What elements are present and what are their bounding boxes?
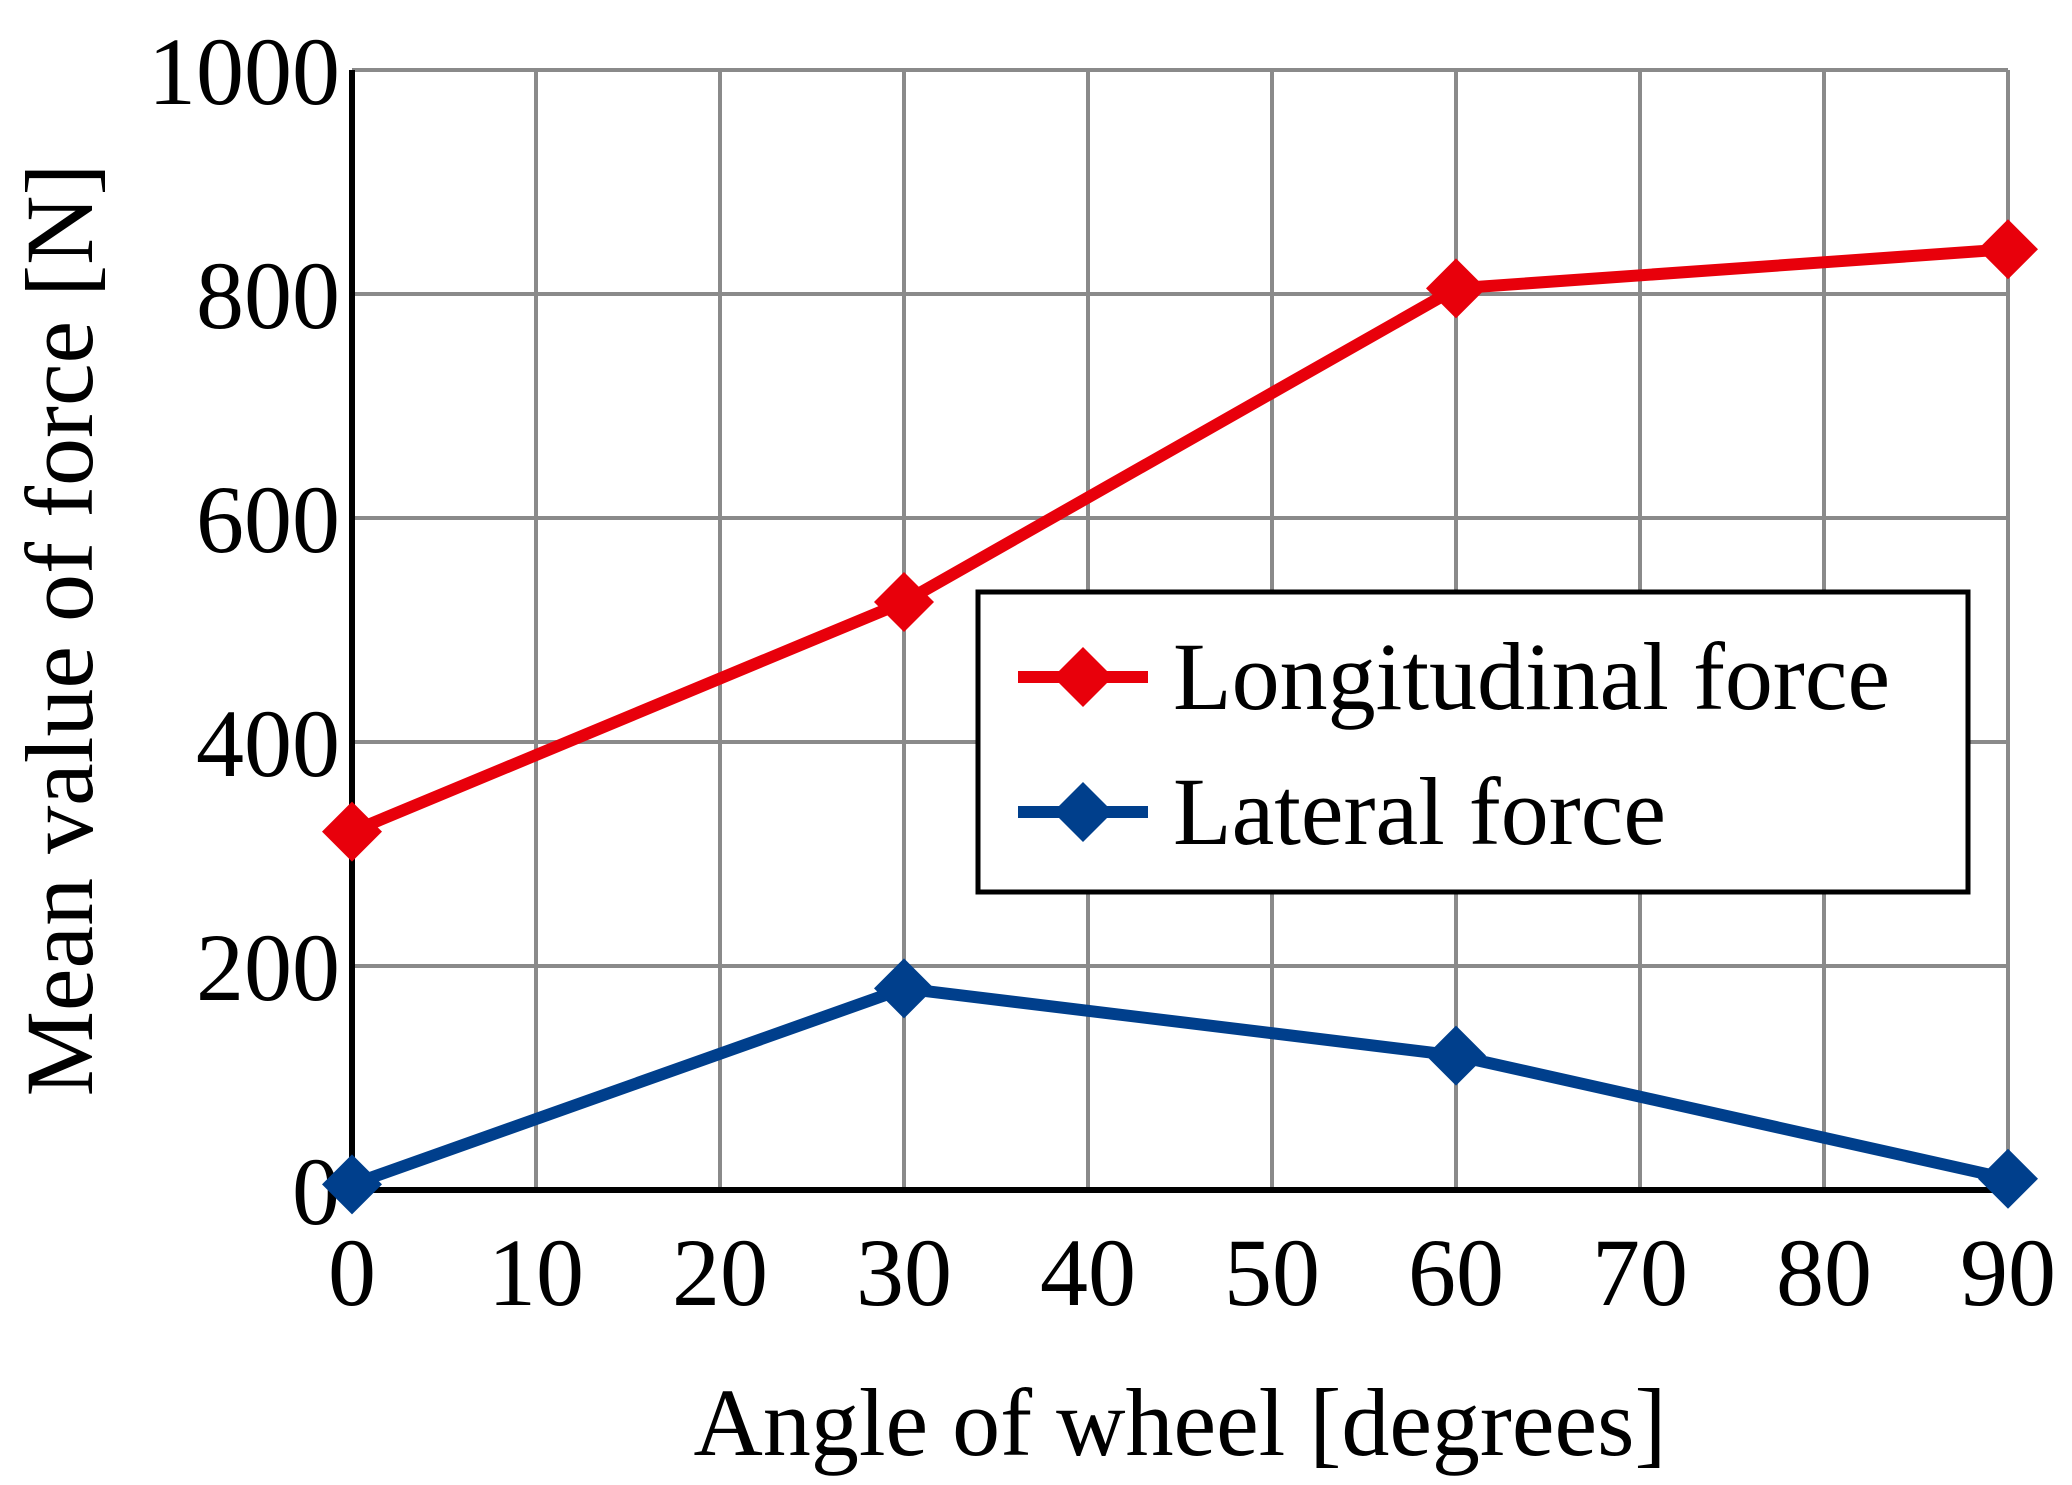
y-tick-label: 600 [196, 466, 340, 573]
data-point-marker [322, 801, 382, 862]
legend-item: Lateral force [1018, 758, 1666, 865]
x-tick-label: 40 [1040, 1219, 1136, 1326]
legend-label: Longitudinal force [1173, 623, 1890, 730]
data-point-marker [874, 958, 934, 1019]
data-point-marker [1426, 1025, 1486, 1086]
series [322, 219, 2038, 1215]
data-point-marker [874, 572, 934, 632]
series-line [349, 982, 2010, 1191]
x-tick-label: 60 [1408, 1219, 1504, 1326]
series-longitudinal-force [322, 219, 2038, 862]
x-axis-title: Angle of wheel [degrees] [694, 1369, 1667, 1476]
x-tick-label: 10 [488, 1219, 584, 1326]
y-tick-label: 200 [196, 914, 340, 1021]
axes [349, 70, 2008, 1193]
y-axis-title: Mean value of force [N] [6, 164, 113, 1097]
data-point-marker [1978, 219, 2038, 280]
legend-items: Longitudinal force Lateral force [1018, 623, 1890, 865]
x-tick-label: 20 [672, 1219, 768, 1326]
y-tick-label: 400 [196, 690, 340, 797]
y-tick-label: 1000 [148, 18, 340, 125]
legend-swatch-marker [1053, 647, 1113, 707]
data-point-marker [322, 1154, 382, 1215]
x-tick-label: 90 [1960, 1219, 2056, 1326]
series-line [349, 243, 2009, 838]
legend-swatch-marker [1053, 782, 1113, 842]
x-tick-label: 0 [328, 1219, 376, 1326]
data-point-marker [1978, 1148, 2038, 1209]
y-tick-label: 800 [196, 242, 340, 349]
series-lateral-force [322, 958, 2038, 1215]
x-tick-label: 80 [1776, 1219, 1872, 1326]
x-tick-labels: 0 10 20 30 40 50 60 70 80 90 [328, 1219, 2056, 1326]
legend-box [975, 589, 1971, 895]
legend: Longitudinal force Lateral force [975, 589, 1971, 895]
legend-item: Longitudinal force [1018, 623, 1890, 730]
x-tick-label: 70 [1592, 1219, 1688, 1326]
legend-label: Lateral force [1173, 758, 1666, 865]
x-tick-label: 50 [1224, 1219, 1320, 1326]
x-tick-label: 30 [856, 1219, 952, 1326]
data-point-marker [1426, 258, 1486, 319]
